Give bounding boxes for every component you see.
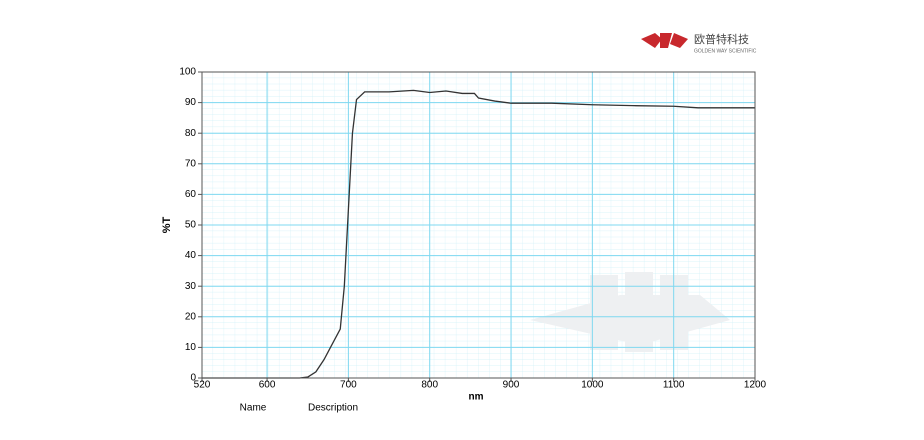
y-axis-label: %T: [161, 216, 173, 233]
y-tick-label: 20: [185, 311, 197, 322]
y-tick-label: 100: [179, 67, 196, 78]
x-tick-label: 800: [421, 380, 438, 391]
x-tick-label: 900: [503, 380, 520, 391]
data-line: [202, 89, 755, 379]
x-axis-label: nm: [469, 392, 484, 403]
footer-description: Description: [308, 403, 358, 414]
x-tick-label: 520: [194, 380, 211, 391]
x-tick-label: 1000: [581, 380, 604, 391]
logo: 欧普特科技 GOLDEN WAY SCIENTIFIC: [641, 32, 757, 54]
y-tick-label: 40: [185, 250, 197, 261]
y-tick-label: 90: [185, 97, 197, 108]
footer-name: Name: [240, 403, 267, 414]
y-tick-label: 10: [185, 342, 197, 353]
y-tick-label: 0: [190, 373, 196, 384]
x-tick-label: 1200: [744, 380, 767, 391]
y-tick-label: 80: [185, 128, 197, 139]
y-tick-label: 50: [185, 220, 197, 231]
y-tick-label: 60: [185, 189, 197, 200]
logo-brand: 欧普特科技: [694, 32, 749, 46]
x-tick-label: 700: [340, 380, 357, 391]
y-tick-label: 70: [185, 158, 197, 169]
watermark: [530, 272, 730, 352]
x-tick-label: 600: [259, 380, 276, 391]
y-tick-label: 30: [185, 281, 197, 292]
plot-frame: [201, 71, 756, 379]
logo-tagline: GOLDEN WAY SCIENTIFIC: [694, 48, 757, 54]
x-tick-label: 1100: [663, 380, 685, 391]
